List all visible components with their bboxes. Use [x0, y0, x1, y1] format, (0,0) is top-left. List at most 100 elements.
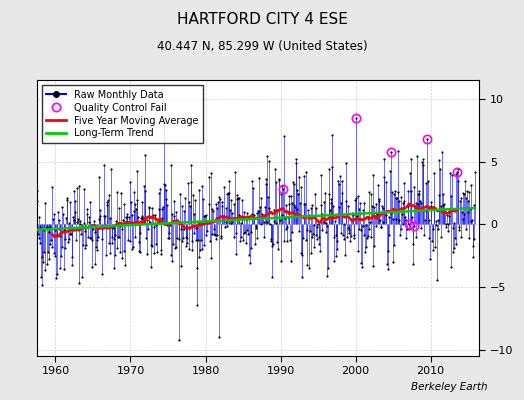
Point [261, 176, 270, 182]
Point [324, 265, 332, 272]
Point [101, 213, 109, 219]
Point [138, 198, 147, 205]
Point [440, 201, 449, 208]
Point [272, 220, 280, 226]
Point [317, 201, 325, 208]
Point [463, 188, 471, 194]
Point [352, 195, 360, 201]
Point [243, 227, 252, 234]
Point [408, 214, 416, 221]
Point [80, 186, 89, 192]
Point [288, 229, 297, 236]
Point [36, 240, 44, 246]
Point [165, 234, 173, 241]
Point [71, 198, 79, 204]
Point [290, 202, 298, 208]
Point [231, 168, 239, 175]
Point [290, 181, 299, 188]
Point [316, 172, 325, 178]
Point [159, 120, 168, 126]
Point [452, 241, 460, 247]
Point [340, 221, 348, 228]
Point [249, 185, 257, 191]
Point [387, 210, 396, 216]
Point [389, 216, 397, 222]
Point [204, 218, 212, 224]
Point [237, 196, 246, 203]
Point [265, 205, 273, 212]
Point [327, 200, 335, 206]
Point [221, 224, 229, 230]
Point [348, 212, 357, 218]
Point [427, 203, 435, 209]
Point [414, 188, 423, 194]
Point [232, 250, 241, 257]
Point [428, 247, 436, 254]
Point [343, 202, 352, 209]
Point [153, 249, 161, 255]
Point [114, 234, 122, 240]
Point [148, 243, 156, 249]
Point [265, 158, 274, 164]
Point [31, 222, 40, 228]
Point [438, 148, 446, 155]
Point [450, 245, 458, 251]
Point [366, 191, 375, 198]
Point [94, 216, 103, 222]
Point [79, 242, 87, 248]
Point [71, 209, 80, 215]
Point [372, 223, 380, 229]
Point [314, 221, 322, 227]
Point [77, 231, 85, 237]
Point [391, 195, 400, 202]
Point [122, 214, 130, 220]
Point [323, 223, 331, 230]
Point [141, 188, 150, 194]
Point [103, 199, 112, 205]
Point [460, 190, 468, 197]
Point [135, 238, 143, 245]
Point [406, 170, 414, 176]
Point [315, 234, 323, 240]
Point [350, 235, 358, 242]
Point [421, 217, 429, 223]
Point [383, 261, 391, 267]
Point [228, 218, 237, 225]
Point [239, 237, 247, 243]
Point [244, 231, 252, 237]
Point [154, 219, 162, 225]
Point [245, 252, 254, 258]
Point [288, 200, 296, 207]
Point [325, 166, 334, 172]
Point [130, 189, 138, 196]
Point [187, 179, 195, 185]
Point [345, 227, 353, 233]
Point [343, 234, 351, 240]
Point [378, 218, 387, 225]
Point [222, 219, 231, 226]
Point [46, 240, 54, 247]
Point [430, 204, 439, 210]
Point [390, 242, 399, 248]
Point [185, 202, 194, 209]
Point [415, 190, 423, 197]
Point [319, 215, 328, 221]
Point [282, 201, 290, 208]
Point [330, 258, 339, 264]
Point [150, 224, 158, 230]
Point [273, 208, 281, 215]
Point [129, 244, 137, 250]
Point [423, 178, 432, 184]
Point [136, 248, 144, 255]
Point [260, 219, 268, 226]
Point [254, 207, 263, 214]
Point [188, 247, 196, 253]
Point [430, 170, 438, 176]
Point [151, 240, 160, 247]
Point [188, 238, 196, 244]
Point [261, 204, 269, 210]
Point [98, 236, 106, 242]
Point [294, 191, 302, 197]
Point [241, 228, 249, 235]
Point [437, 233, 445, 240]
